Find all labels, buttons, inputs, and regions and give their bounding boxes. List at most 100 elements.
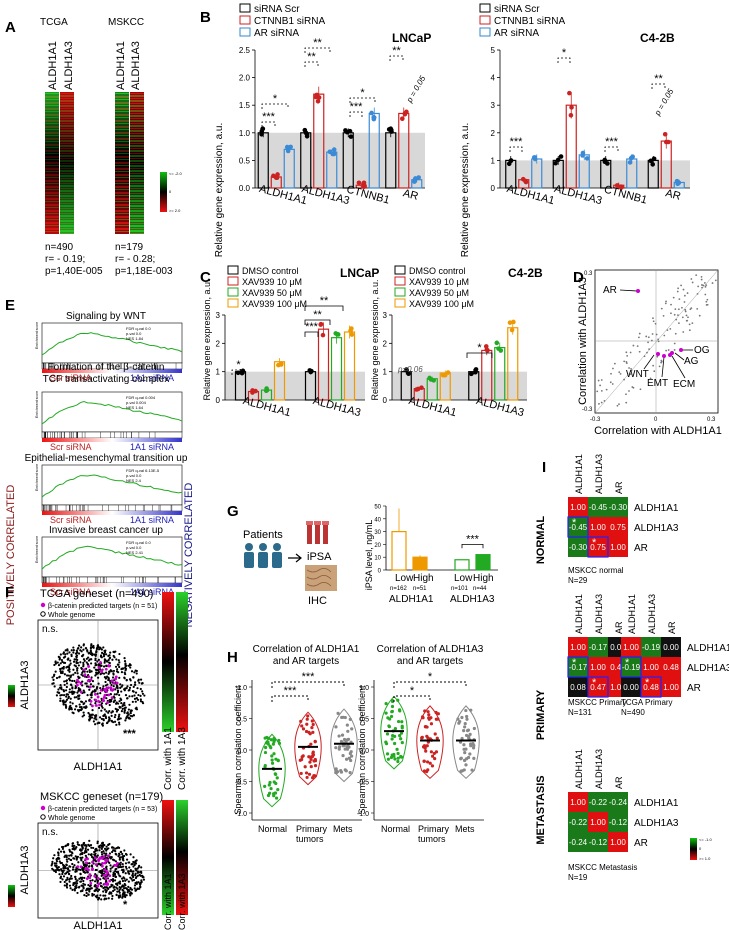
- target-point: [93, 874, 97, 878]
- bar: [454, 559, 470, 571]
- scatter-point: [653, 370, 656, 373]
- violin-point: [342, 737, 347, 742]
- genome-point: [134, 860, 137, 863]
- genome-point: [94, 702, 97, 705]
- target-point: [88, 873, 92, 876]
- genome-point: [62, 689, 65, 692]
- violin-point: [309, 757, 313, 761]
- genome-point: [130, 863, 133, 866]
- target-point: [97, 882, 101, 886]
- genome-point: [138, 864, 141, 868]
- target-point: [100, 670, 103, 674]
- genome-point: [84, 854, 87, 857]
- scatter-point: [700, 278, 703, 281]
- target-point: [97, 858, 100, 862]
- sig-label: **: [654, 73, 663, 85]
- scatter-point: [686, 319, 689, 322]
- gsea-hit-box: [41, 576, 183, 584]
- matrix-col-label: AR: [614, 776, 624, 789]
- genome-point: [84, 647, 87, 650]
- data-point: [580, 153, 585, 158]
- matrix-cell: [588, 537, 608, 557]
- genome-point: [141, 690, 144, 693]
- genome-point: [105, 671, 108, 674]
- data-point: [568, 112, 574, 118]
- violin-point: [460, 715, 464, 720]
- matrix-cell: [621, 657, 641, 677]
- a-tcga-col2: ALDH1A3: [63, 41, 75, 90]
- violin-point: [308, 760, 312, 764]
- violin-point: [391, 733, 395, 738]
- target-point: [106, 871, 109, 875]
- target-point: [94, 863, 98, 866]
- genome-point: [135, 672, 138, 675]
- genome-point: [90, 855, 94, 859]
- scatter-point: [677, 314, 679, 317]
- violin-point: [399, 731, 404, 735]
- genome-point: [84, 700, 88, 703]
- scatter-point: [611, 383, 614, 385]
- mskcc-n: n=179: [115, 242, 144, 253]
- genome-point: [96, 692, 99, 695]
- data-point: [348, 134, 354, 139]
- genome-point: [111, 894, 114, 898]
- violin-point: [307, 772, 312, 776]
- genome-point: [82, 711, 85, 714]
- violin-shape: [294, 711, 322, 786]
- matrix-cell: [588, 832, 608, 852]
- genome-point: [88, 862, 91, 865]
- genome-point: [94, 674, 97, 677]
- violin-point: [268, 791, 272, 795]
- genome-point: [62, 694, 66, 697]
- sig-outline: [587, 536, 609, 558]
- genome-point: [68, 708, 71, 711]
- genome-point: [109, 864, 112, 867]
- i-primary-mskcc-matrix: 1.00 -0.17 0.08-0.17 1.00 0.470.08 0.47 1.00**…: [567, 594, 628, 698]
- i-scale-bot: >= 1.0: [699, 856, 711, 861]
- violin-point: [463, 725, 467, 729]
- genome-point: [108, 703, 111, 707]
- sig-bracket: [261, 103, 289, 109]
- genome-point: [64, 706, 68, 709]
- violin-point: [384, 742, 389, 746]
- violin-point: [263, 736, 267, 740]
- matrix-value: -0.22: [569, 818, 588, 827]
- genome-point: [125, 853, 128, 856]
- sig-label: **: [313, 309, 322, 321]
- genome-point: [64, 867, 67, 870]
- genome-point: [82, 860, 85, 864]
- genome-point: [120, 702, 123, 705]
- target-point: [94, 692, 97, 696]
- genome-point: [112, 650, 115, 653]
- scatter-point: [647, 336, 650, 339]
- c-ylabel-1: Relative gene expression, a.u.: [202, 279, 212, 400]
- f-tcga-scale: [8, 685, 15, 707]
- genome-point: [102, 850, 105, 853]
- genome-point: [97, 862, 100, 866]
- sig-outline: [567, 516, 589, 538]
- sig-label: ***: [262, 111, 276, 123]
- violin-point: [399, 737, 403, 741]
- genome-point: [82, 658, 86, 661]
- y-tick-label: 0.0: [359, 748, 369, 755]
- scatter-point: [660, 307, 663, 310]
- violin-point: [311, 751, 315, 756]
- genome-point: [99, 863, 102, 866]
- genome-point: [81, 846, 84, 849]
- violin-point: [426, 768, 430, 772]
- genome-point: [119, 850, 123, 854]
- genome-point: [104, 659, 107, 662]
- scatter-point: [704, 285, 707, 288]
- genome-point: [76, 841, 79, 844]
- genome-point: [77, 676, 80, 680]
- sig-bracket: [349, 97, 376, 103]
- genome-point: [75, 884, 78, 887]
- genome-point: [75, 649, 78, 652]
- g-low-1: Low: [395, 573, 414, 584]
- violin-point: [429, 750, 433, 754]
- genome-point: [68, 677, 71, 680]
- scatter-point: [663, 334, 666, 337]
- genome-point: [112, 846, 115, 849]
- matrix-col-label: ALDH1A3: [594, 594, 604, 634]
- violin-point: [298, 758, 302, 762]
